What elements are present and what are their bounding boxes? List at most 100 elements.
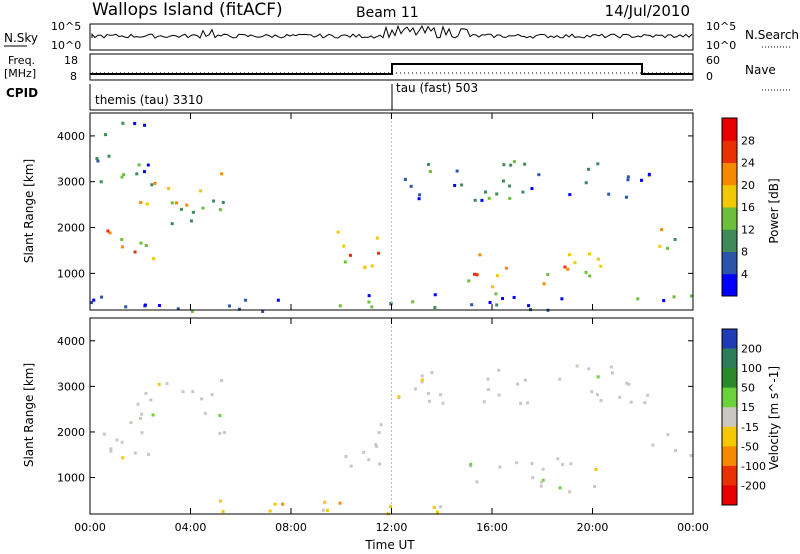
power-echo-cell bbox=[338, 304, 342, 308]
cpid-panel: CPID themis (tau) 3310 tau (fast) 503 bbox=[6, 81, 693, 111]
power-echo-cell bbox=[512, 295, 516, 299]
power-echo-cell bbox=[201, 206, 205, 210]
velocity-echo-cell bbox=[436, 510, 440, 514]
velocity-echo-cell bbox=[378, 462, 382, 466]
date-label: 14/Jul/2010 bbox=[605, 2, 690, 20]
power-echo-cell bbox=[626, 175, 630, 179]
velocity-echo-cell bbox=[561, 463, 565, 467]
power-colorbar-swatch bbox=[722, 118, 737, 141]
power-echo-cell bbox=[566, 267, 570, 271]
power-echo-cell bbox=[199, 189, 203, 193]
power-colorbar-tick: 4 bbox=[741, 268, 748, 281]
power-echo-cell bbox=[152, 257, 156, 261]
power-echo-cell bbox=[475, 273, 479, 277]
power-echo-cell bbox=[377, 251, 381, 255]
velocity-echo-cell bbox=[218, 413, 222, 417]
power-echo-cell bbox=[276, 298, 280, 302]
power-echo-cell bbox=[509, 163, 513, 167]
velocity-echo-cell bbox=[651, 443, 655, 447]
velocity-echo-cell bbox=[596, 375, 600, 379]
power-colorbar-tick: 12 bbox=[741, 223, 755, 236]
freq-panel: Freq. [MHz] 18 8 60 0 Nave bbox=[4, 53, 792, 91]
power-y-axis: 1000 2000 3000 4000 bbox=[57, 130, 693, 280]
power-echo-cell bbox=[107, 154, 111, 158]
velocity-echo-cell bbox=[413, 387, 417, 391]
power-colorbar-tick: 16 bbox=[741, 201, 755, 214]
velocity-colorbar-swatch bbox=[722, 329, 737, 350]
power-echo-cell bbox=[607, 192, 611, 196]
power-echo-cell bbox=[428, 170, 432, 174]
power-echo-cell bbox=[573, 261, 577, 265]
velocity-colorbar-frame bbox=[721, 328, 738, 506]
velocity-echo-cell bbox=[420, 380, 424, 384]
power-echo-cell bbox=[218, 208, 222, 212]
velocity-echo-cell bbox=[587, 367, 591, 371]
power-echo-cell bbox=[546, 273, 550, 277]
nsky-trace bbox=[91, 24, 693, 39]
power-echo-cell bbox=[133, 121, 137, 125]
power-echo-cells bbox=[90, 113, 693, 313]
velocity-echo-cell bbox=[689, 453, 693, 457]
power-echo-cell bbox=[133, 250, 137, 254]
power-echo-cell bbox=[473, 198, 477, 202]
power-echo-cell bbox=[508, 196, 512, 200]
power-echo-cell bbox=[170, 222, 174, 226]
velocity-echo-cell bbox=[144, 392, 148, 396]
power-echo-cell bbox=[103, 133, 107, 137]
beam-label: Beam 11 bbox=[356, 5, 419, 21]
power-echo-cell bbox=[662, 299, 666, 303]
power-echo-cell bbox=[92, 298, 96, 302]
velocity-echo-cell bbox=[268, 509, 272, 513]
velocity-echo-cell bbox=[569, 462, 573, 466]
velocity-colorbar-swatch bbox=[722, 465, 737, 486]
velocity-echo-cell bbox=[627, 382, 631, 386]
power-echo-cell bbox=[487, 196, 491, 200]
velocity-echo-cell bbox=[136, 402, 140, 406]
velocity-echo-cell bbox=[120, 440, 124, 444]
power-x-axis bbox=[89, 113, 694, 310]
velocity-echo-cell bbox=[593, 485, 597, 489]
velocity-colorbar-swatch bbox=[722, 446, 737, 467]
nsky-tick-top: 10^5 bbox=[51, 20, 81, 33]
freq-tick-bottom: 8 bbox=[70, 70, 77, 83]
velocity-echo-cell bbox=[475, 480, 479, 484]
power-echo-cell bbox=[411, 300, 415, 304]
xtick-label: 20:00 bbox=[577, 521, 609, 534]
velocity-echo-cell bbox=[643, 401, 647, 405]
power-echo-cell bbox=[336, 230, 340, 234]
power-echo-cell bbox=[567, 253, 571, 257]
velocity-echo-cell bbox=[377, 431, 381, 435]
power-echo-cell bbox=[530, 187, 534, 191]
velocity-echo-cell bbox=[218, 431, 222, 435]
velocity-echo-cell bbox=[133, 451, 137, 455]
velocity-echo-cell bbox=[599, 399, 603, 403]
power-echo-cell bbox=[99, 180, 103, 184]
velocity-echo-cell bbox=[203, 411, 207, 415]
power-echo-cell bbox=[596, 257, 600, 261]
velocity-colorbar: 200 100 50 15 -15 -50 -100 -200 bbox=[721, 328, 766, 506]
nsky-label: N.Sky bbox=[4, 31, 38, 45]
power-colorbar-swatch bbox=[722, 140, 737, 163]
power-echo-cell bbox=[427, 162, 431, 166]
power-echo-cell bbox=[389, 301, 393, 305]
velocity-echo-cell bbox=[140, 412, 144, 416]
velocity-echo-cell bbox=[397, 395, 401, 399]
power-echo-cell bbox=[491, 285, 495, 289]
power-echo-cell bbox=[495, 303, 499, 307]
velocity-echo-cell bbox=[165, 382, 169, 386]
power-echo-cell bbox=[502, 163, 506, 167]
power-echo-cell bbox=[367, 294, 371, 298]
velocity-echo-cell bbox=[610, 371, 614, 375]
power-echo-cell bbox=[220, 172, 224, 176]
power-echo-cell bbox=[143, 303, 147, 307]
velocity-echo-cell bbox=[646, 393, 650, 397]
station-title: Wallops Island (fitACF) bbox=[92, 0, 283, 20]
velocity-ytick-label: 4000 bbox=[57, 335, 85, 348]
power-echo-cell bbox=[135, 172, 139, 176]
power-echo-cell bbox=[348, 253, 352, 257]
velocity-colorbar-swatch bbox=[722, 387, 737, 408]
power-echo-cell bbox=[626, 178, 630, 182]
power-colorbar-swatch bbox=[722, 273, 737, 297]
power-echo-cell bbox=[221, 200, 225, 204]
